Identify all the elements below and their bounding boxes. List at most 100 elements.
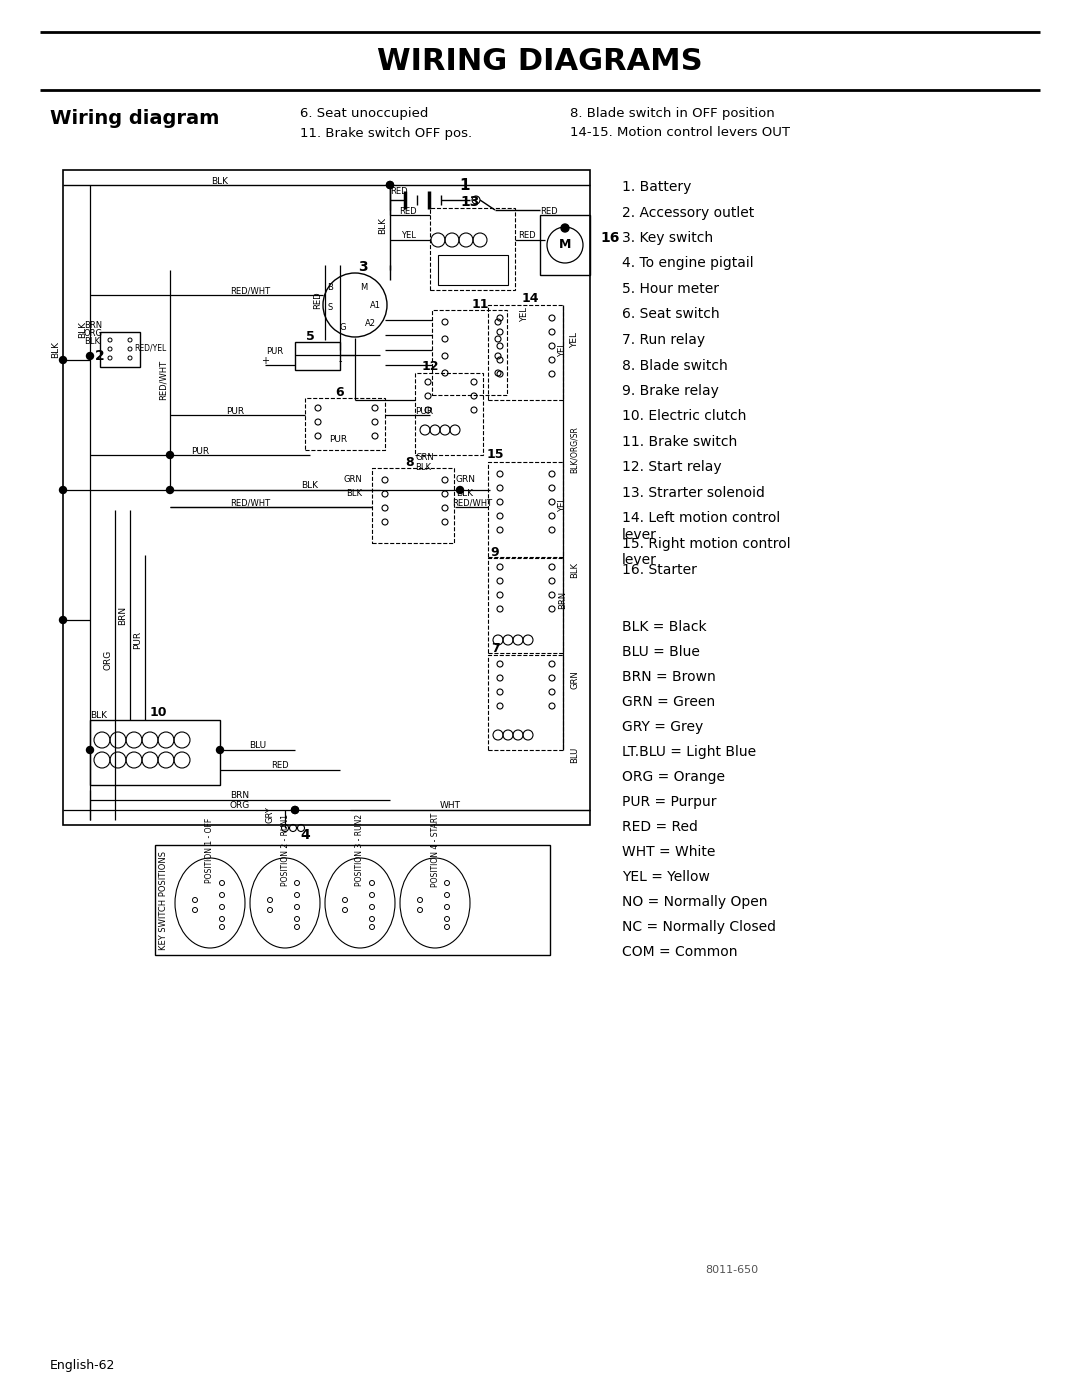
Text: BLK: BLK [84, 338, 100, 346]
Circle shape [166, 486, 174, 493]
Text: BLK = Black: BLK = Black [622, 620, 706, 634]
Text: RED = Red: RED = Red [622, 820, 698, 834]
Text: GRN: GRN [415, 453, 434, 461]
Text: 14: 14 [522, 292, 539, 305]
Text: BLK: BLK [90, 711, 107, 721]
Bar [415, 373, 483, 455]
Text: BLU = Blue: BLU = Blue [622, 645, 700, 659]
Text: WHT = White: WHT = White [622, 845, 715, 859]
Text: RED: RED [271, 761, 288, 771]
Text: BRN: BRN [558, 591, 567, 609]
Text: PUR: PUR [267, 346, 284, 355]
Text: BLK/ORG/SR: BLK/ORG/SR [570, 426, 579, 474]
Circle shape [59, 356, 67, 363]
Text: 1. Battery: 1. Battery [622, 180, 691, 194]
Text: POSITION 2 - RUN1: POSITION 2 - RUN1 [281, 814, 289, 886]
Text: +: + [261, 356, 269, 366]
Text: BRN: BRN [230, 792, 249, 800]
Text: PUR = Purpur: PUR = Purpur [622, 795, 716, 809]
Text: 4: 4 [300, 828, 310, 842]
Text: BLU: BLU [570, 747, 579, 763]
Text: BLK: BLK [212, 176, 229, 186]
Text: 6. Seat unoccupied: 6. Seat unoccupied [300, 106, 429, 120]
Bar [63, 170, 590, 826]
Text: BRN = Brown: BRN = Brown [622, 671, 716, 685]
Text: ORG: ORG [230, 802, 251, 810]
Text: 15: 15 [486, 448, 503, 461]
Text: 11. Brake switch OFF pos.: 11. Brake switch OFF pos. [300, 127, 472, 140]
Text: GRN = Green: GRN = Green [622, 694, 715, 710]
Text: 13: 13 [460, 196, 480, 210]
Text: COM = Common: COM = Common [622, 944, 738, 958]
Text: ORG: ORG [104, 650, 112, 671]
Circle shape [216, 746, 224, 753]
Bar [305, 398, 384, 450]
Text: PUR: PUR [329, 436, 347, 444]
Text: NO = Normally Open: NO = Normally Open [622, 895, 768, 909]
Text: 13. Strarter solenoid: 13. Strarter solenoid [622, 486, 765, 500]
Text: RED: RED [518, 232, 536, 240]
Text: PUR: PUR [415, 407, 433, 415]
Bar [438, 256, 508, 285]
Text: 2. Accessory outlet: 2. Accessory outlet [622, 205, 754, 219]
Text: RED/YEL: RED/YEL [134, 344, 166, 352]
Text: English-62: English-62 [50, 1358, 116, 1372]
Text: 7: 7 [490, 641, 499, 655]
Text: 14-15. Motion control levers OUT: 14-15. Motion control levers OUT [570, 127, 789, 140]
Text: 9: 9 [490, 545, 499, 559]
Text: WIRING DIAGRAMS: WIRING DIAGRAMS [377, 46, 703, 75]
Text: RED: RED [400, 207, 417, 215]
Text: 9. Brake relay: 9. Brake relay [622, 384, 719, 398]
Bar [90, 719, 220, 785]
Circle shape [292, 806, 298, 813]
Text: BLK: BLK [346, 489, 362, 499]
Text: POSITION 4 - START: POSITION 4 - START [431, 813, 440, 887]
Text: YEL: YEL [558, 497, 567, 513]
Text: 10. Electric clutch: 10. Electric clutch [622, 409, 746, 423]
Text: 8. Blade switch in OFF position: 8. Blade switch in OFF position [570, 106, 774, 120]
Circle shape [59, 486, 67, 493]
Bar [488, 305, 563, 400]
Text: 8: 8 [406, 455, 415, 468]
Bar [488, 462, 563, 557]
Text: GRY = Grey: GRY = Grey [622, 719, 703, 733]
Text: B: B [327, 282, 333, 292]
Text: 5: 5 [306, 330, 314, 342]
Text: ORG = Orange: ORG = Orange [622, 770, 725, 784]
Text: BLU: BLU [249, 742, 267, 750]
Text: YEL = Yellow: YEL = Yellow [622, 870, 710, 884]
Text: RED: RED [540, 208, 557, 217]
Text: PUR: PUR [191, 447, 210, 455]
Text: 15. Right motion control
lever: 15. Right motion control lever [622, 536, 791, 567]
Text: KEY SWITCH POSITIONS: KEY SWITCH POSITIONS [159, 851, 167, 950]
Circle shape [561, 224, 569, 232]
Text: 6. Seat switch: 6. Seat switch [622, 307, 719, 321]
Bar [432, 310, 507, 395]
Text: 5. Hour meter: 5. Hour meter [622, 282, 719, 296]
Text: RED: RED [390, 187, 407, 197]
Text: YEL: YEL [558, 342, 567, 358]
Text: GRY: GRY [266, 806, 274, 823]
Text: 8. Blade switch: 8. Blade switch [622, 359, 728, 373]
Text: 14. Left motion control
lever: 14. Left motion control lever [622, 511, 780, 542]
Text: Wiring diagram: Wiring diagram [50, 109, 219, 127]
Text: GRN: GRN [343, 475, 362, 485]
Text: POSITION 3 - RUN2: POSITION 3 - RUN2 [355, 814, 365, 886]
Text: RED/WHT: RED/WHT [159, 360, 167, 400]
Circle shape [292, 806, 298, 813]
Text: RED/WHT: RED/WHT [230, 499, 270, 507]
Text: 3. Key switch: 3. Key switch [622, 231, 713, 244]
Text: 4. To engine pigtail: 4. To engine pigtail [622, 257, 754, 271]
Text: BLK: BLK [570, 562, 579, 578]
Bar [100, 332, 140, 367]
Text: 16. Starter: 16. Starter [622, 563, 697, 577]
Circle shape [86, 746, 94, 753]
Text: GRN: GRN [570, 671, 579, 689]
Circle shape [457, 486, 463, 493]
Text: PUR: PUR [134, 631, 143, 650]
Bar [488, 655, 563, 750]
Text: BRN: BRN [84, 320, 103, 330]
Text: G: G [340, 323, 347, 331]
Text: BLK: BLK [301, 482, 319, 490]
Text: YEL: YEL [519, 307, 529, 323]
